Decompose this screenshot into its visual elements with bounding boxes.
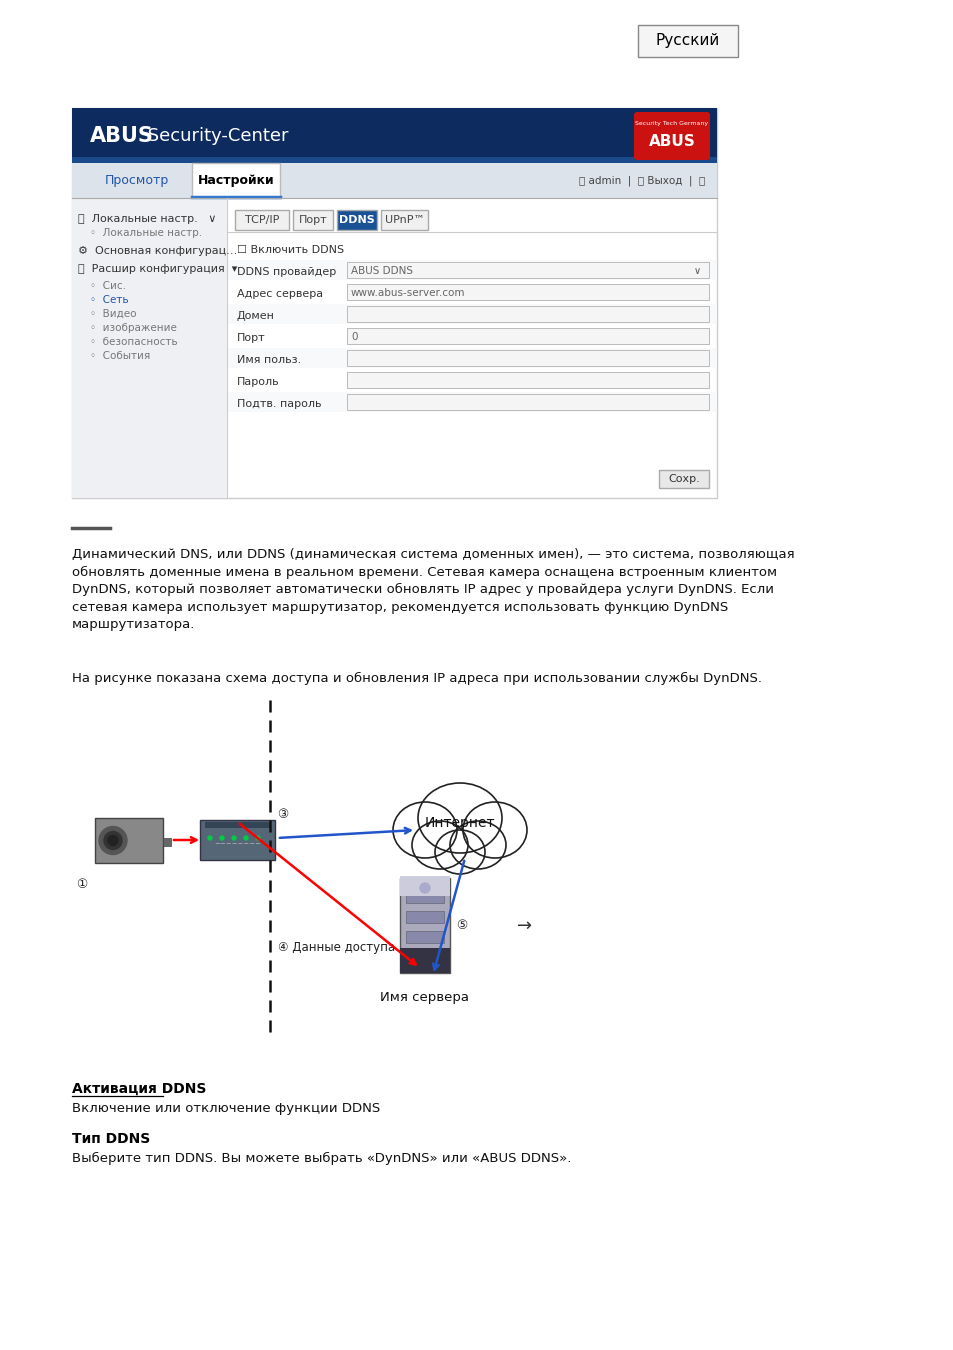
FancyBboxPatch shape	[347, 394, 708, 410]
FancyBboxPatch shape	[71, 163, 717, 198]
Text: Настройки: Настройки	[197, 174, 274, 188]
FancyBboxPatch shape	[659, 470, 708, 487]
FancyBboxPatch shape	[200, 819, 274, 860]
Text: ◦  изображение: ◦ изображение	[90, 323, 176, 333]
FancyBboxPatch shape	[347, 373, 708, 387]
FancyBboxPatch shape	[399, 876, 450, 896]
FancyBboxPatch shape	[95, 818, 163, 863]
Text: 🗔  Локальные настр.   ∨: 🗔 Локальные настр. ∨	[78, 215, 216, 224]
Circle shape	[255, 836, 260, 840]
Text: Security-Center: Security-Center	[142, 127, 288, 144]
Text: Тип DDNS: Тип DDNS	[71, 1133, 150, 1146]
Text: ~~~~~~~~: ~~~~~~~~	[213, 841, 261, 846]
Text: ③: ③	[277, 809, 289, 822]
Ellipse shape	[412, 821, 468, 869]
FancyBboxPatch shape	[347, 306, 708, 323]
Text: ∨: ∨	[693, 266, 700, 275]
Circle shape	[104, 832, 122, 849]
FancyBboxPatch shape	[227, 348, 717, 369]
Circle shape	[419, 883, 430, 892]
Circle shape	[232, 836, 235, 840]
FancyBboxPatch shape	[634, 112, 709, 161]
FancyBboxPatch shape	[71, 198, 227, 498]
FancyBboxPatch shape	[227, 261, 717, 279]
FancyBboxPatch shape	[347, 328, 708, 344]
Text: Просмотр: Просмотр	[105, 174, 169, 188]
Text: Выберите тип DDNS. Вы можете выбрать «DynDNS» или «ABUS DDNS».: Выберите тип DDNS. Вы можете выбрать «Dy…	[71, 1152, 571, 1165]
Ellipse shape	[393, 802, 456, 859]
Ellipse shape	[435, 830, 484, 873]
FancyBboxPatch shape	[399, 948, 450, 973]
FancyBboxPatch shape	[347, 350, 708, 366]
Text: ④ Данные доступа: ④ Данные доступа	[277, 941, 395, 954]
Text: Динамический DNS, или DDNS (динамическая система доменных имен), — это система, : Динамический DNS, или DDNS (динамическая…	[71, 548, 794, 632]
FancyBboxPatch shape	[71, 157, 717, 163]
Text: ◦  Сис.: ◦ Сис.	[90, 281, 126, 292]
Text: www.abus-server.com: www.abus-server.com	[351, 288, 465, 298]
FancyBboxPatch shape	[406, 911, 443, 923]
Text: Включение или отключение функции DDNS: Включение или отключение функции DDNS	[71, 1102, 380, 1115]
Text: ①: ①	[76, 879, 88, 891]
Text: 👤 admin  |  🔼 Выход  |  🌐: 👤 admin | 🔼 Выход | 🌐	[578, 176, 704, 186]
Text: ABUS DDNS: ABUS DDNS	[351, 266, 413, 275]
Text: Русский: Русский	[655, 34, 720, 49]
Circle shape	[220, 836, 224, 840]
Text: ☐ Включить DDNS: ☐ Включить DDNS	[236, 244, 344, 255]
Text: Адрес сервера: Адрес сервера	[236, 289, 323, 298]
Text: ⑤: ⑤	[456, 919, 467, 931]
FancyBboxPatch shape	[399, 878, 450, 973]
Text: На рисунке показана схема доступа и обновления IP адреса при использовании служб: На рисунке показана схема доступа и обно…	[71, 672, 761, 684]
Ellipse shape	[450, 821, 505, 869]
Text: Имя польз.: Имя польз.	[236, 355, 301, 364]
Text: ABUS: ABUS	[90, 126, 153, 146]
FancyBboxPatch shape	[293, 211, 333, 230]
FancyBboxPatch shape	[336, 211, 376, 230]
Text: →: →	[517, 917, 532, 934]
Circle shape	[244, 836, 248, 840]
FancyBboxPatch shape	[347, 262, 708, 278]
Text: Security Tech Germany: Security Tech Germany	[635, 122, 708, 127]
Circle shape	[208, 836, 212, 840]
Text: Домен: Домен	[236, 310, 274, 321]
Text: Подтв. пароль: Подтв. пароль	[236, 400, 321, 409]
Text: ◦  Локальные настр.: ◦ Локальные настр.	[90, 228, 202, 238]
Text: DDNS: DDNS	[338, 215, 375, 225]
Text: UPnP™: UPnP™	[384, 215, 424, 225]
Text: ◦  безопасность: ◦ безопасность	[90, 338, 177, 347]
Text: Пароль: Пароль	[236, 377, 279, 387]
FancyBboxPatch shape	[638, 26, 738, 57]
Text: TCP/IP: TCP/IP	[245, 215, 279, 225]
FancyBboxPatch shape	[234, 211, 289, 230]
Text: Порт: Порт	[298, 215, 327, 225]
FancyBboxPatch shape	[163, 837, 171, 845]
FancyBboxPatch shape	[227, 304, 717, 324]
Text: Активация DDNS: Активация DDNS	[71, 1081, 206, 1096]
Text: 0: 0	[351, 332, 357, 342]
FancyBboxPatch shape	[205, 822, 270, 828]
FancyBboxPatch shape	[71, 108, 717, 498]
FancyBboxPatch shape	[406, 931, 443, 944]
Circle shape	[99, 826, 127, 855]
Text: DDNS провайдер: DDNS провайдер	[236, 267, 335, 277]
Text: ⚙  Основная конфигурац…: ⚙ Основная конфигурац…	[78, 246, 237, 256]
Text: ABUS: ABUS	[648, 134, 695, 148]
Text: Сохр.: Сохр.	[667, 474, 700, 485]
Text: ◦  Видео: ◦ Видео	[90, 309, 136, 319]
Circle shape	[108, 836, 118, 845]
Text: Имя сервера: Имя сервера	[380, 991, 469, 1004]
Text: ◦  Сеть: ◦ Сеть	[90, 296, 129, 305]
Text: Порт: Порт	[236, 333, 265, 343]
Text: 🔑  Расшир конфигурация  ▾: 🔑 Расшир конфигурация ▾	[78, 265, 237, 274]
FancyBboxPatch shape	[406, 891, 443, 903]
FancyBboxPatch shape	[192, 163, 280, 198]
Ellipse shape	[417, 783, 501, 853]
Text: Интернет: Интернет	[424, 815, 495, 830]
FancyBboxPatch shape	[71, 108, 717, 163]
Ellipse shape	[462, 802, 526, 859]
Text: ◦  События: ◦ События	[90, 351, 150, 360]
FancyBboxPatch shape	[380, 211, 428, 230]
FancyBboxPatch shape	[227, 392, 717, 412]
FancyBboxPatch shape	[347, 284, 708, 300]
